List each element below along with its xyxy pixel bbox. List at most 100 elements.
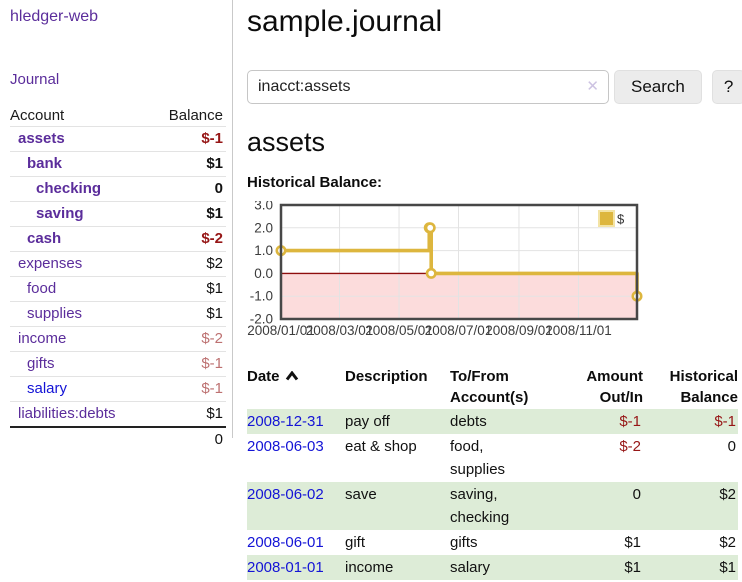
transaction-date-link[interactable]: 2008-01-01 <box>247 559 324 576</box>
account-link-bank[interactable]: bank <box>27 155 63 172</box>
account-link-saving[interactable]: saving <box>36 205 84 222</box>
svg-text:-1.0: -1.0 <box>250 289 273 304</box>
transaction-description: gift <box>345 534 366 551</box>
transaction-accounts: salary <box>450 559 491 576</box>
svg-text:2008/03/01: 2008/03/01 <box>306 323 374 338</box>
transaction-amount: $-2 <box>619 438 641 455</box>
register-header-balance: Historical Balance <box>669 368 738 406</box>
svg-text:2008/09/01: 2008/09/01 <box>485 323 553 338</box>
svg-text:2008/01/01: 2008/01/01 <box>247 323 315 338</box>
transaction-amount: $-1 <box>619 413 641 430</box>
search-form: ✕ Search ? <box>247 70 742 104</box>
account-link-cash[interactable]: cash <box>27 230 62 247</box>
sidebar-item-journal[interactable]: Journal <box>10 71 60 88</box>
account-link-gifts[interactable]: gifts <box>27 355 55 372</box>
account-row-income: income $-2 <box>10 326 226 352</box>
transaction-description: save <box>345 486 377 503</box>
account-balance: $1 <box>150 276 226 302</box>
transaction-description: income <box>345 559 394 576</box>
register-header-accounts: To/From Account(s) <box>450 368 529 406</box>
account-balance: $2 <box>150 251 226 277</box>
account-row-bank: bank $1 <box>10 151 226 177</box>
account-row-cash: cash $-2 <box>10 226 226 252</box>
account-link-salary[interactable]: salary <box>27 380 68 397</box>
transaction-amount: $1 <box>624 534 641 551</box>
register-table: Date Description To/From Account(s) Amou… <box>247 365 738 580</box>
account-row-expenses: expenses $2 <box>10 251 226 277</box>
transaction-row: 2008-01-01 income salary $1 $1 <box>247 555 738 580</box>
account-row-assets: assets $-1 <box>10 126 226 152</box>
clear-search-icon[interactable]: ✕ <box>586 78 599 95</box>
account-balance: $1 <box>150 201 226 227</box>
transaction-date-link[interactable]: 2008-06-02 <box>247 486 324 503</box>
page-title: sample.journal <box>247 5 443 38</box>
accounts-header-row: Account Balance <box>10 105 226 127</box>
transaction-balance: 0 <box>727 438 736 455</box>
transaction-row: 2008-06-03 eat & shop food, supplies $-2… <box>247 434 738 482</box>
sort-ascending-icon <box>285 370 298 381</box>
account-balance: $1 <box>150 151 226 177</box>
transaction-balance: $-1 <box>714 413 736 430</box>
app-title-link[interactable]: hledger-web <box>10 8 99 25</box>
transaction-description: eat & shop <box>345 438 417 455</box>
transaction-row: 2008-06-01 gift gifts $1 $2 <box>247 530 738 555</box>
account-link-supplies[interactable]: supplies <box>27 305 83 322</box>
svg-text:2008/05/01: 2008/05/01 <box>365 323 433 338</box>
svg-text:2008/07/01: 2008/07/01 <box>425 323 493 338</box>
account-balance: 0 <box>150 176 226 202</box>
register-header-date[interactable]: Date <box>247 365 345 409</box>
svg-text:0.0: 0.0 <box>254 266 273 281</box>
transaction-accounts: saving, checking <box>450 486 510 526</box>
transaction-row: 2008-12-31 pay off debts $-1 $-1 <box>247 409 738 434</box>
chart-title: Historical Balance: <box>247 174 383 191</box>
account-balance: $1 <box>150 401 226 427</box>
account-link-expenses[interactable]: expenses <box>18 255 83 272</box>
help-button[interactable]: ? <box>711 70 742 104</box>
account-link-checking[interactable]: checking <box>36 180 102 197</box>
svg-text:3.0: 3.0 <box>254 201 273 213</box>
search-input[interactable] <box>247 70 609 104</box>
account-link-food[interactable]: food <box>27 280 57 297</box>
account-link-liabilities-debts[interactable]: liabilities:debts <box>18 405 116 422</box>
account-balance: $-2 <box>150 326 226 352</box>
transaction-balance: $2 <box>719 486 736 503</box>
account-row-supplies: supplies $1 <box>10 301 226 327</box>
transaction-accounts: debts <box>450 413 487 430</box>
account-link-assets[interactable]: assets <box>18 130 65 147</box>
account-row-liabilities-debts: liabilities:debts $1 <box>10 401 226 427</box>
historical-balance-chart: $3.0 2.0 1.0 0.0 -1.0 -2.02008/01/012008/03/0… <box>247 201 643 338</box>
transaction-balance: $2 <box>719 534 736 551</box>
transaction-balance: $1 <box>719 559 736 576</box>
accounts-table: Account Balance assets $-1 bank $1 check… <box>10 105 226 452</box>
accounts-header-account: Account <box>10 107 65 124</box>
register-header-row: Date Description To/From Account(s) Amou… <box>247 365 738 409</box>
transaction-accounts: food, supplies <box>450 438 506 478</box>
account-row-checking: checking 0 <box>10 176 226 202</box>
date-header-label: Date <box>247 368 280 385</box>
svg-text:$: $ <box>617 212 625 227</box>
svg-text:-2.0: -2.0 <box>250 312 273 327</box>
account-balance: $-2 <box>150 226 226 252</box>
account-row-salary: salary $-1 <box>10 376 226 402</box>
account-heading: assets <box>247 127 326 157</box>
transaction-row: 2008-06-02 save saving, checking 0 $2 <box>247 482 738 530</box>
transaction-amount: $1 <box>624 559 641 576</box>
search-button[interactable]: Search <box>614 70 702 104</box>
account-row-saving: saving $1 <box>10 201 226 227</box>
account-balance: $-1 <box>150 351 226 377</box>
transaction-date-link[interactable]: 2008-06-03 <box>247 438 324 455</box>
account-balance: $-1 <box>150 376 226 402</box>
register-header-amount: Amount Out/In <box>586 368 643 406</box>
transaction-date-link[interactable]: 2008-12-31 <box>247 413 324 430</box>
svg-text:1.0: 1.0 <box>254 243 273 258</box>
account-balance: $1 <box>150 301 226 327</box>
register-header-description: Description <box>345 368 428 385</box>
transaction-description: pay off <box>345 413 390 430</box>
svg-text:2008/11/01: 2008/11/01 <box>545 323 612 338</box>
account-row-gifts: gifts $-1 <box>10 351 226 377</box>
account-link-income[interactable]: income <box>18 330 67 347</box>
accounts-total-row: 0 <box>10 426 226 452</box>
accounts-total: 0 <box>150 426 226 452</box>
transaction-date-link[interactable]: 2008-06-01 <box>247 534 324 551</box>
